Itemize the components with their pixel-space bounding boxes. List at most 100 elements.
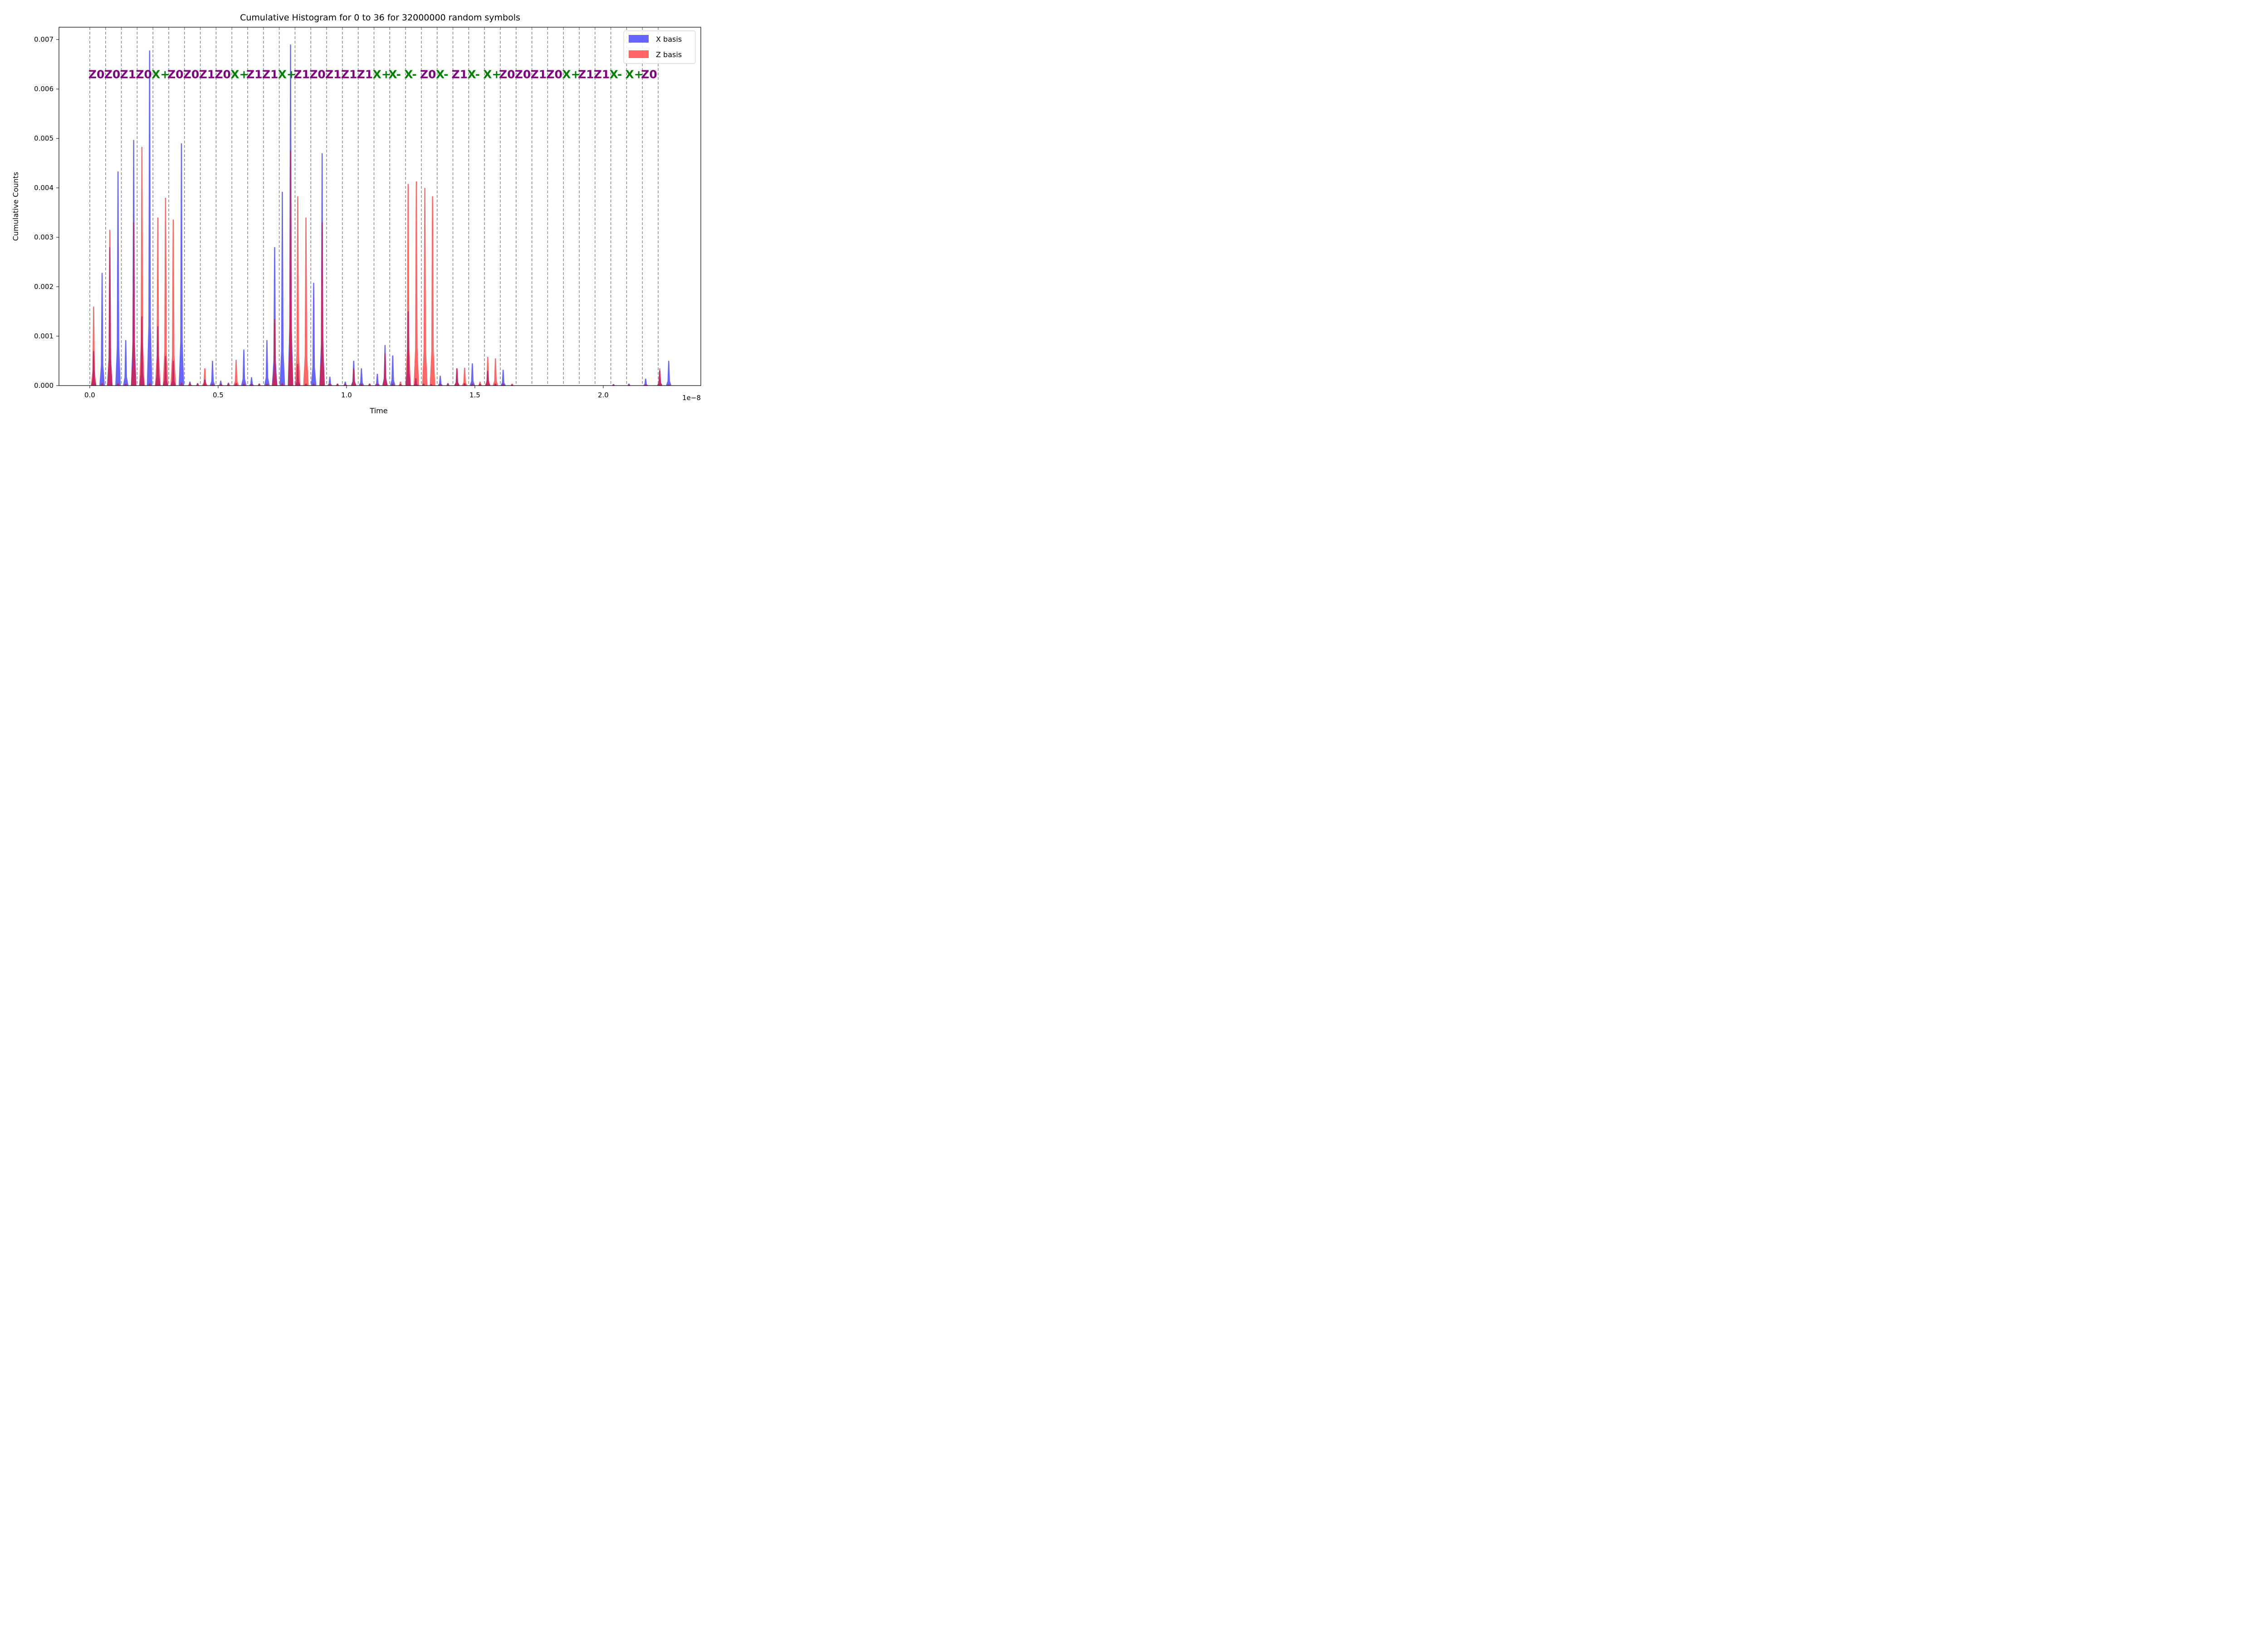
z-basis-peak-42 <box>422 188 428 386</box>
y-tick-label-5: 0.005 <box>34 134 54 142</box>
z-basis-peak-22 <box>264 383 270 386</box>
z-basis-peak-32 <box>342 383 348 386</box>
symbol-label-20: X- <box>404 68 417 81</box>
z-basis-peak-26 <box>295 196 301 386</box>
x-basis-peak-19 <box>241 349 247 386</box>
z-basis-peak-14 <box>202 368 208 386</box>
x-tick-label-1: 0.5 <box>213 391 224 399</box>
x-basis-peak-52 <box>500 370 506 386</box>
symbol-label-26: Z0 <box>499 68 515 81</box>
z-basis-peak-12 <box>187 383 193 386</box>
y-axis-ticks: 0.000 0.001 0.002 0.003 0.004 0.005 0.006 0.007 <box>34 35 59 390</box>
x-basis-peak-7 <box>147 50 152 386</box>
symbol-label-23: Z1 <box>452 68 468 81</box>
z-basis-peak-41 <box>413 181 419 386</box>
z-basis-peak-34 <box>358 383 364 386</box>
z-basis-peak-19 <box>241 383 247 386</box>
z-basis-peak-46 <box>454 368 460 386</box>
symbol-label-0: Z0 <box>88 68 105 81</box>
symbol-label-13: Z1 <box>293 68 310 81</box>
symbol-label-25: X+ <box>483 68 501 81</box>
z-basis-peak-55 <box>626 384 632 386</box>
z-basis-peak-2 <box>107 230 113 386</box>
z-basis-peak-27 <box>303 217 309 386</box>
symbol-label-29: Z0 <box>546 68 562 81</box>
legend-label-z-basis: Z basis <box>656 50 682 59</box>
plot-series <box>91 44 672 386</box>
z-basis-peak-31 <box>335 383 341 386</box>
symbol-dividers <box>89 27 659 386</box>
z-basis-peak-58 <box>666 384 672 386</box>
symbol-label-2: Z1 <box>120 68 137 81</box>
legend: X basis Z basis <box>623 30 696 64</box>
x-basis-peak-1 <box>99 273 105 386</box>
symbol-label-30: X+ <box>562 68 580 81</box>
z-basis-peak-28 <box>311 383 317 386</box>
z-basis-peak-15 <box>210 383 215 386</box>
symbol-label-19: X- <box>388 68 401 81</box>
x-axis-offset-label: 1e−8 <box>682 394 701 402</box>
y-tick-label-2: 0.002 <box>34 283 54 291</box>
x-basis-peak-24 <box>279 191 285 386</box>
legend-swatch-x-basis <box>629 35 649 43</box>
z-basis-peak-45 <box>445 383 451 386</box>
x-basis-peak-3 <box>115 171 121 386</box>
z-basis-peak-17 <box>225 383 231 386</box>
x-tick-label-4: 2.0 <box>598 391 609 399</box>
symbol-label-10: Z1 <box>246 68 263 81</box>
legend-swatch-z-basis <box>629 50 649 58</box>
z-basis-peak-30 <box>327 383 333 386</box>
y-tick-label-4: 0.004 <box>34 184 54 192</box>
x-axis-ticks: 0.0 0.5 1.0 1.5 2.0 <box>84 386 609 399</box>
z-basis-peak-5 <box>131 222 137 386</box>
symbol-label-12: X+ <box>278 68 296 81</box>
x-basis-peak-11 <box>178 143 184 386</box>
z-basis-peak-40 <box>405 184 411 386</box>
z-basis-peak-6 <box>139 147 145 386</box>
symbol-labels: Z0 Z0 Z1 Z0 X+Z0 Z0 Z1 Z0 X+Z1 Z1 X+Z1 Z0 Z1 Z1 Z1 X+X-… <box>88 68 657 81</box>
z-basis-peak-3 <box>115 383 121 386</box>
symbol-label-1: Z0 <box>104 68 121 81</box>
y-tick-label-6: 0.006 <box>34 85 54 93</box>
symbol-label-3: Z0 <box>136 68 152 81</box>
y-tick-label-1: 0.001 <box>34 332 54 340</box>
x-tick-label-0: 0.0 <box>84 391 95 399</box>
x-tick-label-2: 1.0 <box>341 391 352 399</box>
z-basis-peak-52 <box>500 383 506 386</box>
z-basis-peak-0 <box>91 306 97 386</box>
z-basis-peak-38 <box>390 383 396 386</box>
z-basis-peak-9 <box>162 197 168 386</box>
y-tick-label-0: 0.000 <box>34 381 54 390</box>
x-basis-peak-38 <box>390 355 396 386</box>
z-basis-peak-33 <box>351 368 357 386</box>
symbol-label-8: Z0 <box>215 68 231 81</box>
y-tick-label-3: 0.003 <box>34 233 54 241</box>
symbol-label-32: Z1 <box>594 68 610 81</box>
symbol-label-14: Z0 <box>309 68 326 81</box>
x-basis-peak-15 <box>210 361 215 386</box>
y-axis-label: Cumulative Counts <box>11 172 20 241</box>
symbol-label-27: Z0 <box>515 68 531 81</box>
series-x-basis <box>91 44 672 386</box>
x-basis-peak-4 <box>123 340 129 386</box>
z-basis-peak-56 <box>643 384 649 386</box>
symbol-label-31: Z1 <box>578 68 594 81</box>
symbol-label-4: X+ <box>152 68 170 81</box>
x-basis-peak-34 <box>358 368 364 386</box>
z-basis-peak-35 <box>367 383 372 386</box>
z-basis-peak-4 <box>123 383 129 386</box>
x-basis-peak-56 <box>643 378 649 386</box>
z-basis-peak-54 <box>611 384 616 386</box>
z-basis-peak-8 <box>155 217 161 386</box>
z-basis-peak-57 <box>657 368 663 386</box>
series-z-basis <box>91 147 672 386</box>
x-basis-peak-30 <box>327 376 333 386</box>
z-basis-peak-20 <box>249 383 254 386</box>
z-basis-peak-53 <box>509 383 515 386</box>
x-axis-label: Time <box>369 406 387 415</box>
x-basis-peak-58 <box>666 361 672 386</box>
y-tick-label-7: 0.007 <box>34 35 54 44</box>
symbol-label-17: Z1 <box>357 68 373 81</box>
z-basis-peak-13 <box>195 383 200 386</box>
x-basis-peak-23 <box>272 247 278 386</box>
